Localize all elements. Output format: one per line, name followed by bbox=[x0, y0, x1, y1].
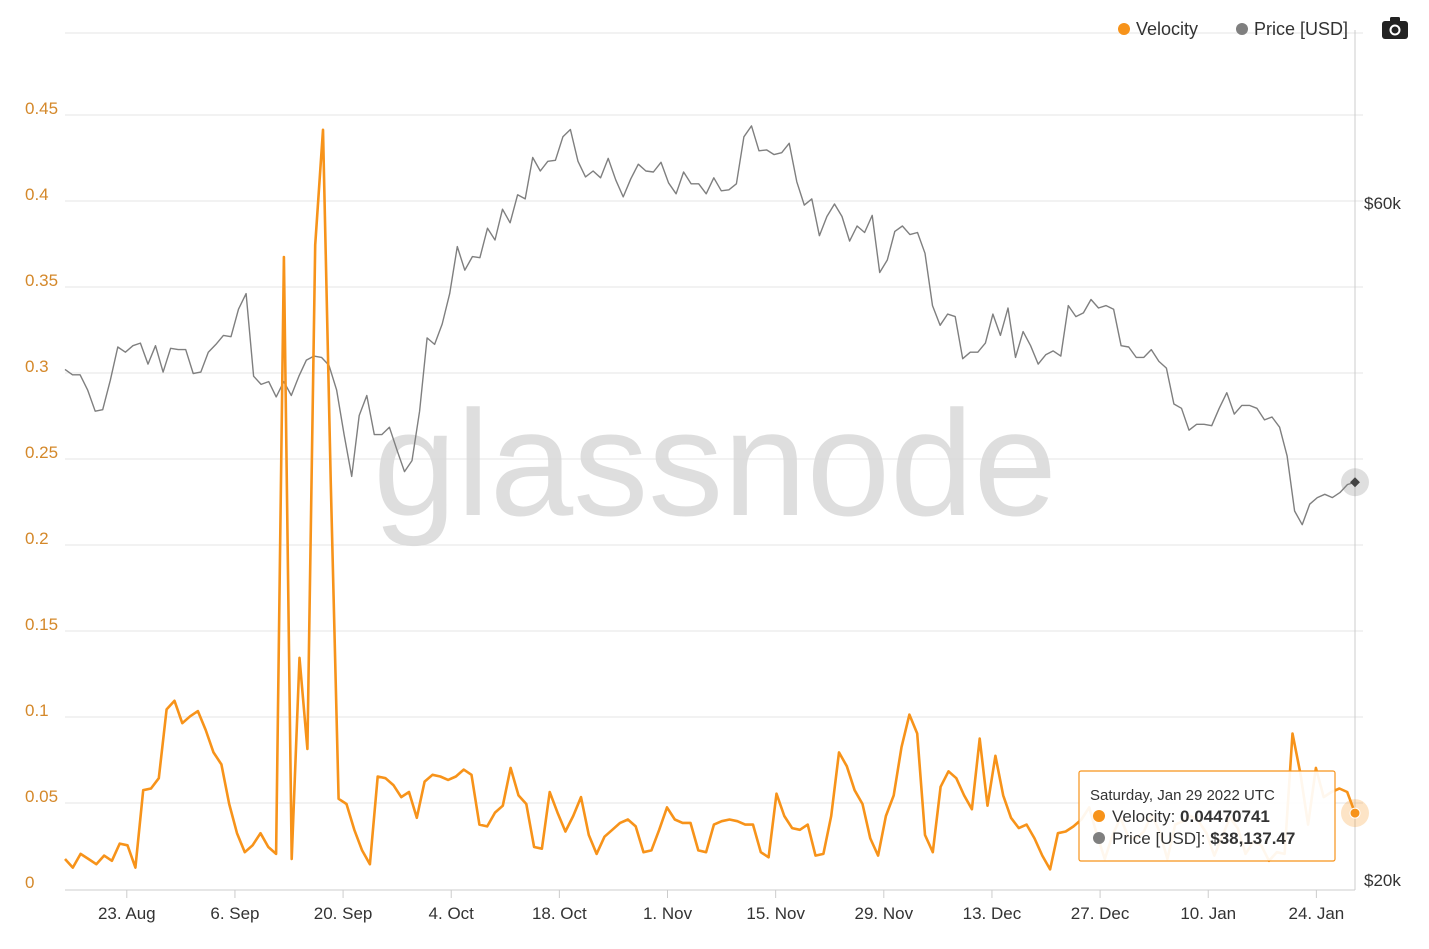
x-tick-label: 18. Oct bbox=[532, 904, 587, 923]
tooltip-price-value: $38,137.47 bbox=[1210, 829, 1295, 848]
y-left-tick-label: 0.35 bbox=[25, 271, 58, 290]
x-axis: 23. Aug 6. Sep 20. Sep 4. Oct 18. Oct 1. Nov 1… bbox=[98, 890, 1344, 923]
tooltip-velocity: Velocity: 0.04470741 bbox=[1112, 807, 1270, 826]
y-left-tick-label: 0 bbox=[25, 873, 34, 892]
tooltip-price: Price [USD]: $38,137.47 bbox=[1112, 829, 1295, 848]
legend-dot-velocity bbox=[1118, 23, 1130, 35]
tooltip-date: Saturday, Jan 29 2022 UTC bbox=[1090, 787, 1275, 804]
x-tick-label: 29. Nov bbox=[855, 904, 914, 923]
y-left-tick-label: 0.3 bbox=[25, 357, 49, 376]
y-left-tick-label: 0.4 bbox=[25, 185, 49, 204]
y-right-tick-label: $60k bbox=[1364, 194, 1401, 213]
tooltip: Saturday, Jan 29 2022 UTC Velocity: 0.04… bbox=[1078, 770, 1336, 862]
x-tick-label: 15. Nov bbox=[746, 904, 805, 923]
legend-label-velocity: Velocity bbox=[1136, 19, 1198, 39]
legend-label-price: Price [USD] bbox=[1254, 19, 1348, 39]
legend: Velocity Price [USD] bbox=[1118, 19, 1348, 39]
x-tick-label: 24. Jan bbox=[1288, 904, 1344, 923]
y-right-tick-label: $20k bbox=[1364, 871, 1401, 890]
tooltip-velocity-label: Velocity: bbox=[1112, 807, 1180, 826]
x-tick-label: 23. Aug bbox=[98, 904, 156, 923]
watermark: glassnode bbox=[373, 379, 1057, 547]
price-marker bbox=[1350, 477, 1360, 488]
y-left-tick-label: 0.45 bbox=[25, 99, 58, 118]
price-series-line bbox=[64, 125, 1356, 526]
x-tick-label: 4. Oct bbox=[429, 904, 475, 923]
x-tick-label: 6. Sep bbox=[210, 904, 259, 923]
right-y-axis: $20k $60k bbox=[1364, 194, 1401, 890]
camera-icon[interactable] bbox=[1382, 17, 1408, 39]
tooltip-velocity-value: 0.04470741 bbox=[1180, 807, 1270, 826]
x-tick-label: 1. Nov bbox=[643, 904, 693, 923]
y-left-tick-label: 0.2 bbox=[25, 529, 49, 548]
y-left-tick-label: 0.25 bbox=[25, 443, 58, 462]
y-left-tick-label: 0.15 bbox=[25, 615, 58, 634]
x-tick-label: 13. Dec bbox=[963, 904, 1022, 923]
x-tick-label: 20. Sep bbox=[314, 904, 373, 923]
tooltip-box bbox=[1078, 770, 1336, 862]
left-y-axis: 0 0.05 0.1 0.15 0.2 0.25 0.3 0.35 0.4 0.45 bbox=[25, 99, 58, 892]
legend-dot-price bbox=[1236, 23, 1248, 35]
hover-markers bbox=[1341, 468, 1369, 828]
legend-item-velocity[interactable]: Velocity bbox=[1118, 19, 1198, 39]
tooltip-dot-price bbox=[1093, 832, 1105, 844]
x-tick-label: 10. Jan bbox=[1180, 904, 1236, 923]
tooltip-price-label: Price [USD]: bbox=[1112, 829, 1210, 848]
x-tick-label: 27. Dec bbox=[1071, 904, 1130, 923]
tooltip-dot-velocity bbox=[1093, 810, 1105, 822]
y-left-tick-label: 0.05 bbox=[25, 787, 58, 806]
y-left-tick-label: 0.1 bbox=[25, 701, 49, 720]
legend-item-price[interactable]: Price [USD] bbox=[1236, 19, 1348, 39]
velocity-marker bbox=[1349, 807, 1361, 819]
